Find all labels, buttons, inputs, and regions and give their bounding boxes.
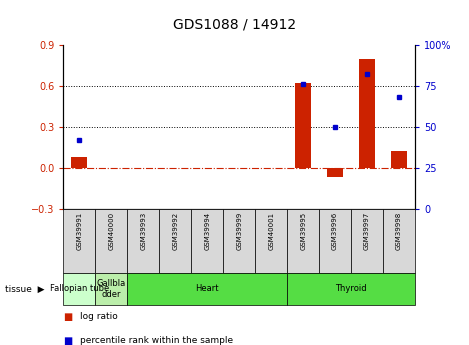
Bar bbox=[95, 209, 127, 273]
Text: GSM39997: GSM39997 bbox=[364, 212, 370, 250]
Bar bbox=[295, 83, 311, 168]
Text: GSM39998: GSM39998 bbox=[396, 212, 402, 250]
Text: GSM39991: GSM39991 bbox=[76, 212, 82, 250]
Text: tissue  ▶: tissue ▶ bbox=[5, 284, 44, 294]
Bar bbox=[63, 209, 95, 273]
Text: GSM39993: GSM39993 bbox=[140, 212, 146, 250]
Text: GDS1088 / 14912: GDS1088 / 14912 bbox=[173, 17, 296, 31]
Text: Gallbla
dder: Gallbla dder bbox=[97, 279, 126, 299]
Text: ■: ■ bbox=[63, 312, 73, 322]
Bar bbox=[287, 273, 415, 305]
Bar bbox=[159, 209, 191, 273]
Bar bbox=[71, 157, 87, 168]
Bar bbox=[391, 151, 407, 168]
Text: GSM39992: GSM39992 bbox=[172, 212, 178, 250]
Bar bbox=[127, 273, 287, 305]
Bar bbox=[223, 209, 255, 273]
Bar bbox=[383, 209, 415, 273]
Text: Fallopian tube: Fallopian tube bbox=[50, 284, 109, 294]
Text: GSM40000: GSM40000 bbox=[108, 212, 114, 250]
Text: log ratio: log ratio bbox=[80, 312, 117, 321]
Bar bbox=[127, 209, 159, 273]
Text: Thyroid: Thyroid bbox=[335, 284, 367, 294]
Bar bbox=[351, 209, 383, 273]
Text: percentile rank within the sample: percentile rank within the sample bbox=[80, 336, 233, 345]
Bar bbox=[95, 273, 127, 305]
Bar bbox=[255, 209, 287, 273]
Text: GSM39995: GSM39995 bbox=[300, 212, 306, 250]
Bar bbox=[287, 209, 319, 273]
Bar bbox=[191, 209, 223, 273]
Text: GSM39994: GSM39994 bbox=[204, 212, 210, 250]
Text: GSM39996: GSM39996 bbox=[332, 212, 338, 250]
Text: GSM39999: GSM39999 bbox=[236, 212, 242, 250]
Text: Heart: Heart bbox=[196, 284, 219, 294]
Text: ■: ■ bbox=[63, 336, 73, 345]
Bar bbox=[63, 273, 95, 305]
Text: GSM40001: GSM40001 bbox=[268, 212, 274, 250]
Bar bbox=[327, 168, 343, 177]
Bar bbox=[319, 209, 351, 273]
Bar bbox=[359, 59, 375, 168]
